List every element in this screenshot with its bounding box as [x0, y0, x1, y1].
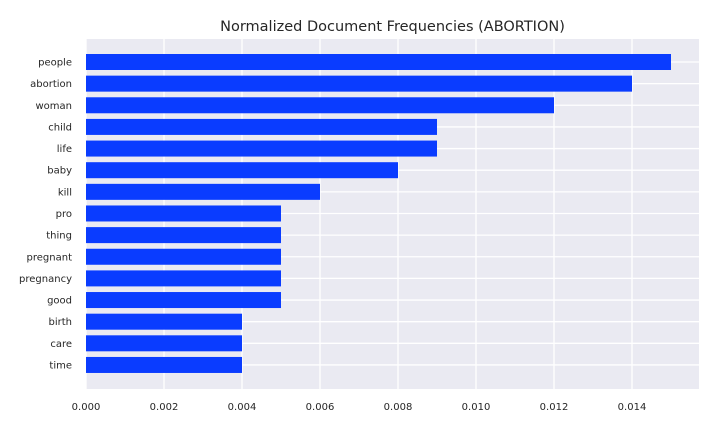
bar	[86, 183, 320, 200]
x-tick-label: 0.010	[462, 402, 491, 413]
bar	[86, 97, 554, 114]
x-tick-label: 0.012	[540, 402, 569, 413]
y-tick-label: pregnancy	[19, 274, 72, 285]
x-tick-label: 0.004	[228, 402, 257, 413]
bars	[86, 54, 671, 373]
y-tick-label: care	[50, 339, 72, 350]
bar	[86, 227, 281, 244]
bar	[86, 270, 281, 287]
x-tick-label: 0.014	[618, 402, 647, 413]
y-tick-label: baby	[47, 166, 72, 177]
y-tick-label: birth	[49, 317, 73, 328]
y-tick-label: thing	[46, 231, 72, 242]
y-tick-label: kill	[58, 187, 72, 198]
bar	[86, 75, 632, 92]
x-tick-label: 0.008	[384, 402, 413, 413]
y-tick-label: good	[47, 296, 72, 307]
bar	[86, 313, 242, 330]
bar	[86, 54, 671, 70]
bar	[86, 140, 437, 157]
x-tick-label: 0.002	[150, 402, 179, 413]
bar	[86, 248, 281, 265]
bar	[86, 356, 242, 373]
bar	[86, 205, 281, 222]
bar	[86, 335, 242, 352]
y-tick-label: pregnant	[27, 252, 73, 263]
x-tick-label: 0.000	[72, 402, 101, 413]
y-tick-label: pro	[56, 209, 72, 220]
bar	[86, 118, 437, 135]
y-tick-label: time	[49, 360, 72, 371]
y-tick-label: life	[57, 144, 72, 155]
x-tick-label: 0.006	[306, 402, 335, 413]
y-tick-label: people	[38, 58, 72, 69]
bar	[86, 162, 398, 179]
y-tick-labels: people abortion woman child life baby kill pro t…	[19, 58, 72, 372]
x-tick-labels: 0.000 0.002 0.004 0.006 0.008 0.010 0.012 0.014	[72, 402, 647, 413]
y-tick-label: abortion	[30, 79, 72, 90]
y-tick-label: child	[48, 122, 72, 133]
bar	[86, 292, 281, 309]
y-tick-label: woman	[35, 101, 72, 112]
chart-title: Normalized Document Frequencies (ABORTIO…	[220, 19, 565, 35]
